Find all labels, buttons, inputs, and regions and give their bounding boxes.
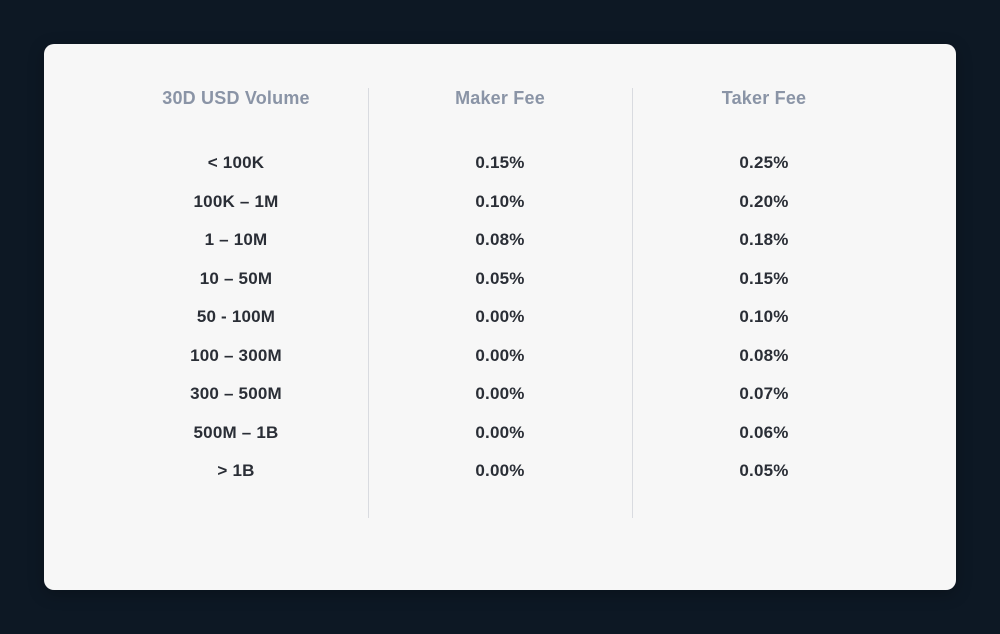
fee-table: 30D USD Volume < 100K 100K – 1M 1 – 10M … — [104, 88, 896, 546]
column-body: 0.15% 0.10% 0.08% 0.05% 0.00% 0.00% 0.00… — [368, 154, 632, 482]
table-cell: 0.18% — [739, 231, 788, 251]
table-cell: 0.00% — [475, 347, 524, 367]
volume-column: 30D USD Volume < 100K 100K – 1M 1 – 10M … — [104, 88, 368, 546]
table-cell: 0.06% — [739, 424, 788, 444]
table-cell: 0.00% — [475, 308, 524, 328]
table-cell: 1 – 10M — [205, 231, 268, 251]
table-cell: 50 - 100M — [197, 308, 275, 328]
table-cell: 0.08% — [739, 347, 788, 367]
table-cell: < 100K — [208, 154, 265, 174]
fee-card: 30D USD Volume < 100K 100K – 1M 1 – 10M … — [44, 44, 956, 590]
taker-column: Taker Fee 0.25% 0.20% 0.18% 0.15% 0.10% … — [632, 88, 896, 546]
column-header-volume: 30D USD Volume — [162, 88, 310, 112]
table-cell: 0.08% — [475, 231, 524, 251]
table-cell: 0.05% — [739, 462, 788, 482]
table-cell: 0.15% — [739, 270, 788, 290]
table-cell: 0.07% — [739, 385, 788, 405]
table-cell: 10 – 50M — [200, 270, 272, 290]
table-cell: 0.05% — [475, 270, 524, 290]
table-cell: 0.00% — [475, 385, 524, 405]
table-cell: 0.25% — [739, 154, 788, 174]
table-cell: 0.00% — [475, 462, 524, 482]
table-cell: > 1B — [217, 462, 254, 482]
table-columns: 30D USD Volume < 100K 100K – 1M 1 – 10M … — [104, 88, 896, 546]
table-cell: 100 – 300M — [190, 347, 282, 367]
column-header-maker: Maker Fee — [455, 88, 545, 112]
table-cell: 0.10% — [739, 308, 788, 328]
table-cell: 0.00% — [475, 424, 524, 444]
table-cell: 0.10% — [475, 193, 524, 213]
maker-column: Maker Fee 0.15% 0.10% 0.08% 0.05% 0.00% … — [368, 88, 632, 546]
table-cell: 300 – 500M — [190, 385, 282, 405]
table-cell: 0.20% — [739, 193, 788, 213]
table-cell: 500M – 1B — [194, 424, 279, 444]
column-body: < 100K 100K – 1M 1 – 10M 10 – 50M 50 - 1… — [104, 154, 368, 482]
table-cell: 100K – 1M — [194, 193, 279, 213]
table-cell: 0.15% — [475, 154, 524, 174]
column-header-taker: Taker Fee — [722, 88, 807, 112]
column-body: 0.25% 0.20% 0.18% 0.15% 0.10% 0.08% 0.07… — [632, 154, 896, 482]
